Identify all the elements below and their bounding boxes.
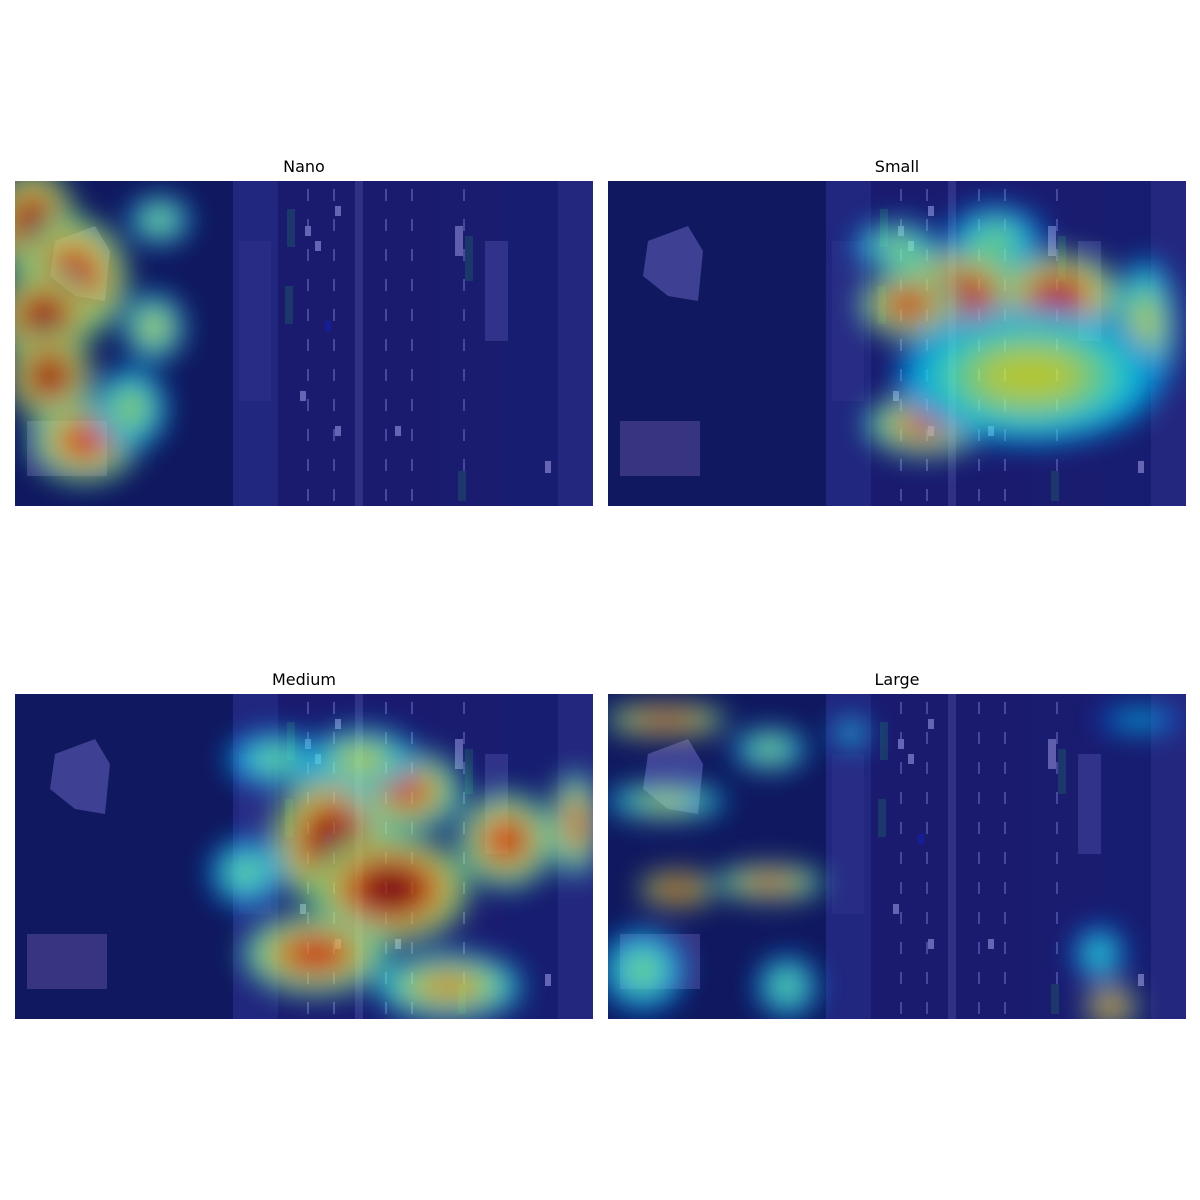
heat-blob [663,882,692,896]
panel-title: Nano [283,157,325,176]
heat-blob [1090,943,1109,965]
heat-blob [775,974,799,999]
panel-title: Medium [272,670,336,689]
heatmap-panel-small: Small [608,157,1186,506]
panel-title: Large [874,670,920,689]
heat-blob [976,226,1014,253]
heat-blob [256,748,294,770]
heatmap-overlay-image [15,181,593,506]
heatmap-overlay [210,728,593,1019]
heat-blob [341,747,383,771]
panel-title: Small [874,157,920,176]
heat-blob [1123,716,1156,724]
heat-blob [360,868,421,910]
heatmap-panel-medium: Medium [15,670,593,1019]
heat-blob [880,236,914,256]
heat-blob [1035,279,1082,311]
heatmap-overlay [15,181,190,482]
heat-blob [387,775,429,808]
heat-blob [147,210,172,230]
heatmap-overlay-image [15,694,593,1019]
heat-blob [25,299,63,336]
heat-blob [1101,998,1121,1014]
heat-blob [420,973,477,1000]
heat-blob [33,359,66,393]
heat-blob [626,954,659,986]
heatmap-panel-nano: Nano [15,157,593,506]
heat-blob [116,392,145,425]
heatmap-overlay [855,205,1176,456]
heat-blob [642,794,689,808]
heat-blob [749,876,791,889]
heat-blob [63,425,106,457]
heat-blob [890,291,928,318]
heat-blob [142,314,166,341]
heat-blob [287,938,344,970]
heat-blob [755,741,784,758]
heat-blob [642,714,689,726]
heat-blob [232,859,261,886]
heat-blob [566,804,585,844]
heatmap-overlay-image [608,181,1186,506]
heatmap-panel-large: Large [608,670,1186,1019]
heat-blob [843,727,858,739]
heatmap-overlay [608,704,1182,1019]
heatmap-overlay-image [608,694,1186,1019]
heat-blob [487,822,525,859]
heat-blob [979,350,1081,402]
